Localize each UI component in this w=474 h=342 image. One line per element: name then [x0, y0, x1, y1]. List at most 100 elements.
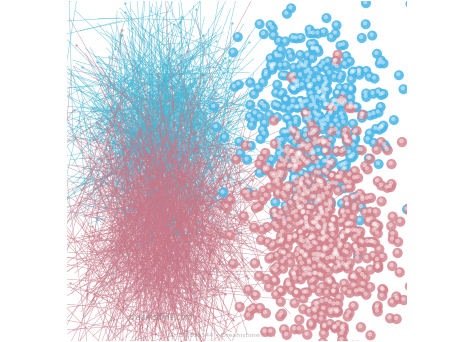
- Point: [162, 295, 170, 300]
- Point: [309, 150, 317, 156]
- Point: [70, 107, 78, 113]
- Point: [334, 309, 342, 314]
- Point: [144, 242, 152, 247]
- Point: [344, 222, 351, 227]
- Point: [282, 97, 290, 103]
- Point: [373, 50, 380, 55]
- Point: [124, 115, 131, 121]
- Point: [402, 206, 410, 211]
- Point: [146, 213, 154, 219]
- Point: [310, 194, 318, 199]
- Point: [317, 252, 325, 258]
- Point: [291, 327, 299, 332]
- Point: [302, 64, 310, 69]
- Point: [244, 286, 251, 291]
- Point: [302, 133, 310, 139]
- Point: [296, 152, 303, 157]
- Point: [315, 245, 322, 251]
- Point: [311, 300, 319, 306]
- Point: [335, 131, 343, 136]
- Point: [388, 235, 396, 241]
- Point: [294, 200, 302, 206]
- Point: [278, 236, 286, 242]
- Point: [168, 219, 175, 224]
- Point: [347, 154, 355, 159]
- Point: [346, 94, 354, 100]
- Point: [291, 300, 299, 306]
- Point: [308, 232, 316, 238]
- Point: [310, 251, 318, 257]
- Point: [322, 140, 330, 145]
- Point: [211, 236, 219, 241]
- Point: [304, 53, 311, 58]
- Point: [326, 130, 334, 136]
- Point: [345, 260, 353, 265]
- Point: [271, 277, 278, 283]
- Point: [344, 210, 352, 215]
- Point: [273, 114, 281, 120]
- Point: [278, 71, 286, 77]
- Point: [337, 256, 345, 261]
- Point: [356, 217, 363, 222]
- Point: [292, 119, 299, 124]
- Point: [271, 179, 279, 184]
- Point: [343, 139, 351, 144]
- Point: [358, 35, 365, 41]
- Point: [375, 246, 383, 251]
- Point: [170, 21, 178, 26]
- Point: [126, 130, 134, 135]
- Point: [393, 295, 401, 301]
- Point: [244, 189, 252, 194]
- Point: [171, 183, 178, 188]
- Point: [336, 75, 343, 80]
- Point: [322, 79, 330, 84]
- Point: [312, 127, 319, 132]
- Point: [294, 203, 302, 208]
- Point: [308, 320, 315, 326]
- Point: [340, 324, 347, 329]
- Point: [311, 186, 319, 192]
- Point: [290, 164, 298, 170]
- Point: [316, 178, 323, 183]
- Point: [290, 272, 297, 277]
- Point: [314, 254, 321, 260]
- Point: [212, 124, 220, 130]
- Point: [273, 169, 281, 175]
- Point: [272, 171, 279, 177]
- Point: [361, 21, 369, 26]
- Point: [354, 247, 361, 253]
- Point: [292, 234, 300, 239]
- Point: [285, 185, 292, 190]
- Point: [356, 190, 363, 196]
- Point: [72, 42, 80, 48]
- Point: [271, 209, 278, 215]
- Point: [297, 229, 305, 235]
- Point: [357, 34, 365, 40]
- Point: [310, 128, 317, 133]
- Point: [331, 75, 338, 80]
- Point: [315, 196, 323, 201]
- Point: [373, 305, 381, 311]
- Point: [359, 272, 366, 278]
- Point: [352, 104, 360, 109]
- Point: [321, 222, 329, 227]
- Point: [311, 109, 319, 115]
- Point: [255, 85, 262, 91]
- Point: [307, 319, 315, 325]
- Point: [220, 134, 228, 139]
- Point: [298, 260, 306, 265]
- Point: [345, 139, 353, 144]
- Point: [177, 279, 184, 284]
- Point: [172, 231, 180, 236]
- Point: [316, 271, 323, 277]
- Point: [136, 188, 143, 194]
- Point: [268, 25, 276, 30]
- Point: [310, 101, 318, 107]
- Point: [335, 237, 343, 242]
- Point: [251, 225, 258, 230]
- Point: [326, 110, 334, 116]
- Point: [329, 227, 337, 233]
- Point: [374, 109, 382, 114]
- Point: [310, 155, 317, 160]
- Point: [292, 195, 299, 201]
